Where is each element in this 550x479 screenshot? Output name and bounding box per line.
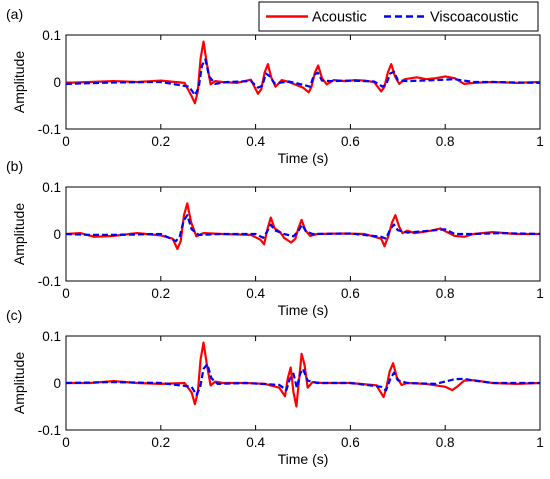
x-tick-label: 0.2	[151, 435, 170, 450]
series-acoustic-line	[66, 341, 540, 408]
x-tick-label: 0.6	[341, 134, 360, 149]
y-tick-label: 0.1	[42, 180, 61, 195]
x-tick-label: 0.4	[246, 286, 265, 301]
legend: Acoustic Viscoacoustic	[258, 1, 539, 32]
x-axis-label: Time (s)	[278, 451, 329, 467]
x-tick-label: 0.2	[151, 134, 170, 149]
series-viscoacoustic-line	[66, 363, 540, 396]
y-tick-label: 0.1	[42, 28, 61, 43]
series-viscoacoustic-line	[66, 214, 540, 243]
y-tick-label: 0	[53, 75, 61, 90]
x-tick-label: 1	[536, 286, 544, 301]
x-tick-label: 1	[536, 134, 544, 149]
x-tick-label: 0.8	[436, 134, 455, 149]
legend-label-viscoacoustic: Viscoacoustic	[430, 10, 518, 26]
legend-label-acoustic: Acoustic	[312, 10, 367, 26]
panel-label: (a)	[6, 6, 23, 22]
x-tick-label: 1	[536, 435, 544, 450]
panel-label: (c)	[6, 307, 22, 323]
y-axis-label: Amplitude	[11, 352, 27, 414]
series-acoustic-line	[66, 202, 540, 251]
series-viscoacoustic-line	[66, 58, 540, 97]
y-tick-label: -0.1	[38, 274, 61, 289]
y-tick-label: -0.1	[38, 423, 61, 438]
y-tick-label: 0	[53, 376, 61, 391]
x-tick-label: 0.6	[341, 286, 360, 301]
series-acoustic-line	[66, 40, 540, 105]
panels: 0 0.2 0.4 0.6 0.8 10.10-0.1(a)Time (s)Amplitu…	[6, 6, 544, 467]
x-tick-label: 0	[62, 435, 70, 450]
x-tick-label: 0.6	[341, 435, 360, 450]
panel-2: 0 0.2 0.4 0.6 0.8 10.10-0.1(b)Time (s)Amplitu…	[6, 158, 544, 318]
x-tick-label: 0.8	[436, 286, 455, 301]
x-tick-label: 0	[62, 134, 70, 149]
x-tick-label: 0.2	[151, 286, 170, 301]
panel-1: 0 0.2 0.4 0.6 0.8 10.10-0.1(a)Time (s)Amplitu…	[6, 6, 544, 166]
x-tick-label: 0.8	[436, 435, 455, 450]
x-axis-label: Time (s)	[278, 150, 329, 166]
panel-3: 0 0.2 0.4 0.6 0.8 10.10-0.1(c)Time (s)Amplitu…	[6, 307, 544, 467]
x-axis-label: Time (s)	[278, 302, 329, 318]
y-axis-label: Amplitude	[11, 51, 27, 113]
panel-label: (b)	[6, 158, 23, 174]
y-tick-label: 0	[53, 227, 61, 242]
x-tick-label: 0	[62, 286, 70, 301]
x-tick-label: 0.4	[246, 134, 265, 149]
y-axis-label: Amplitude	[11, 203, 27, 265]
y-tick-label: 0.1	[42, 329, 61, 344]
x-tick-label: 0.4	[246, 435, 265, 450]
y-tick-label: -0.1	[38, 122, 61, 137]
